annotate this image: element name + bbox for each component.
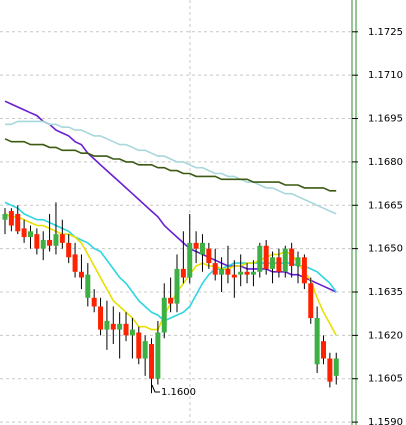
candle-body: [199, 242, 205, 255]
candle-body: [257, 245, 263, 272]
candle-body: [8, 211, 14, 226]
candle-body: [314, 318, 320, 365]
candle-body: [244, 271, 250, 275]
candle-body: [270, 257, 276, 269]
candle-body: [2, 213, 8, 220]
candle-body: [180, 268, 186, 278]
y-tick-label: 1.1710: [368, 70, 403, 81]
candle-body: [276, 257, 282, 272]
candle-body: [47, 239, 53, 246]
annotation: 1.1600: [161, 387, 196, 398]
candle-body: [168, 297, 174, 304]
candle-body: [282, 248, 288, 272]
candle-body: [174, 268, 180, 304]
y-tick-label: 1.1725: [368, 27, 403, 38]
candle-body: [212, 263, 218, 275]
candle-body: [263, 245, 269, 269]
candle-body: [238, 271, 244, 275]
candle-body: [333, 358, 339, 376]
moving-average-line: [4, 100, 337, 293]
candle-body: [78, 271, 84, 278]
candle-body: [301, 257, 307, 284]
candle-body: [15, 213, 21, 232]
moving-average-line: [4, 138, 337, 192]
candle-body: [21, 228, 27, 238]
candle-body: [27, 231, 33, 238]
y-tick-label: 1.1695: [368, 114, 403, 125]
candle-body: [85, 274, 91, 298]
candle-body: [129, 329, 135, 336]
candle-body: [231, 274, 237, 278]
candle-body: [225, 268, 231, 275]
y-tick-label: 1.1590: [368, 417, 403, 425]
candle-body: [161, 297, 167, 333]
y-tick-label: 1.1635: [368, 287, 403, 298]
candle-body: [53, 234, 59, 246]
candle-body: [104, 320, 110, 330]
candle-body: [59, 234, 65, 243]
candle-body: [98, 306, 104, 330]
candle-body: [40, 239, 46, 249]
candle-body: [321, 341, 326, 359]
candle-body: [327, 358, 333, 382]
y-tick-label: 1.1665: [368, 200, 403, 211]
candle-body: [110, 323, 116, 330]
moving-average-line: [5, 120, 337, 215]
candle-body: [34, 234, 40, 249]
y-tick-label: 1.1650: [368, 244, 403, 255]
candle-body: [187, 242, 193, 278]
candle-body: [149, 344, 155, 379]
y-tick-label: 1.1620: [368, 330, 403, 341]
candle-body: [206, 248, 212, 264]
candle-body: [72, 254, 78, 272]
candle-body: [219, 268, 225, 275]
candle-body: [295, 257, 301, 266]
y-tick-label: 1.1605: [368, 374, 403, 385]
candle-body: [250, 271, 256, 275]
candle-body: [289, 248, 295, 266]
candle-body: [117, 323, 123, 330]
candle-body: [142, 341, 148, 359]
candle-body: [155, 332, 161, 379]
y-tick-label: 1.1680: [368, 157, 403, 168]
candle-body: [308, 283, 314, 319]
candle-body: [66, 242, 72, 258]
candle-body: [136, 332, 142, 359]
candle-body: [193, 242, 199, 249]
candle-body: [91, 297, 97, 307]
plot-area: [0, 31, 352, 423]
candle-body: [123, 323, 129, 336]
annotation-pointer: [151, 384, 160, 393]
